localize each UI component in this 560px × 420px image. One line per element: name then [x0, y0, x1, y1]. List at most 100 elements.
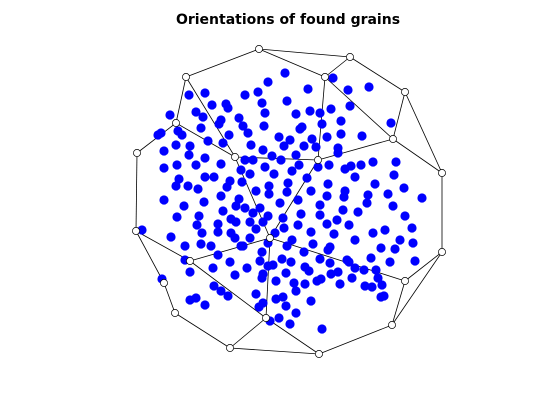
orientation-point-8 [364, 82, 374, 92]
orientation-point-153 [322, 132, 332, 142]
orientation-point-86 [299, 247, 309, 257]
orientation-point-142 [306, 296, 316, 306]
orientation-point-178 [340, 186, 350, 196]
orientation-point-136 [395, 235, 405, 245]
wireframe-edge-28 [189, 260, 267, 319]
orientation-point-115 [203, 136, 213, 146]
orientation-point-210 [216, 191, 226, 201]
wireframe-edge-27 [163, 282, 176, 314]
orientation-point-60 [275, 198, 285, 208]
orientation-point-13 [257, 98, 267, 108]
orientation-point-133 [368, 228, 378, 238]
orientation-point-102 [377, 280, 387, 290]
orientation-point-230 [291, 308, 301, 318]
orientation-point-82 [213, 250, 223, 260]
orientation-point-171 [237, 177, 247, 187]
orientation-point-140 [289, 278, 299, 288]
orientation-point-66 [417, 193, 427, 203]
orientation-point-191 [238, 121, 248, 131]
orientation-point-58 [234, 194, 244, 204]
orientation-point-70 [213, 227, 223, 237]
wireframe-vertex-16 [186, 257, 194, 265]
orientation-point-199 [267, 151, 277, 161]
orientation-point-61 [293, 195, 303, 205]
orientation-point-0 [184, 90, 194, 100]
orientation-point-186 [308, 239, 318, 249]
orientation-point-166 [206, 241, 216, 251]
orientation-point-220 [304, 266, 314, 276]
wireframe-vertex-6 [389, 135, 397, 143]
points-layer [137, 68, 427, 334]
orientation-point-111 [200, 300, 210, 310]
orientation-point-101 [359, 265, 369, 275]
orientation-point-182 [279, 223, 289, 233]
orientation-point-229 [271, 294, 281, 304]
orientation-point-208 [389, 170, 399, 180]
wireframe-edge-5 [175, 76, 187, 124]
orientation-point-152 [291, 109, 301, 119]
wireframe-vertex-12 [266, 234, 274, 242]
orientation-point-63 [338, 205, 348, 215]
orientation-point-31 [159, 163, 169, 173]
orientation-point-77 [350, 235, 360, 245]
orientation-point-231 [285, 319, 295, 329]
orientation-point-14 [282, 96, 292, 106]
orientation-point-141 [281, 301, 291, 311]
orientation-point-97 [281, 268, 291, 278]
orientation-point-196 [156, 128, 166, 138]
orientation-point-54 [399, 183, 409, 193]
orientation-point-106 [278, 292, 288, 302]
orientation-point-112 [254, 302, 264, 312]
orientation-point-131 [353, 207, 363, 217]
orientation-point-189 [315, 108, 325, 118]
wireframe-vertex-13 [438, 248, 446, 256]
orientation-point-149 [221, 99, 231, 109]
orientation-point-226 [209, 281, 219, 291]
orientation-point-221 [325, 258, 335, 268]
wireframe-vertex-14 [160, 279, 168, 287]
orientation-point-222 [350, 263, 360, 273]
orientation-point-62 [315, 200, 325, 210]
orientation-point-35 [240, 155, 250, 165]
orientation-point-204 [324, 160, 334, 170]
orientation-point-179 [344, 220, 354, 230]
orientation-point-147 [373, 273, 383, 283]
orientation-point-212 [248, 208, 258, 218]
orientation-point-69 [192, 220, 202, 230]
orientation-point-202 [299, 141, 309, 151]
orientation-point-107 [291, 286, 301, 296]
orientation-point-157 [246, 140, 256, 150]
wireframe-edge-30 [229, 317, 267, 349]
orientation-point-214 [245, 217, 255, 227]
orientation-point-20 [196, 123, 206, 133]
orientation-point-151 [260, 108, 270, 118]
orientation-point-185 [293, 220, 303, 230]
orientation-point-168 [226, 228, 236, 238]
orientation-point-143 [312, 276, 322, 286]
orientation-point-132 [363, 190, 373, 200]
orientation-point-155 [307, 134, 317, 144]
orientation-point-127 [278, 213, 288, 223]
orientation-point-44 [183, 181, 193, 191]
orientation-point-10 [191, 107, 201, 117]
wireframe-vertex-15 [401, 277, 409, 285]
orientation-point-78 [376, 243, 386, 253]
orientation-point-1 [207, 100, 217, 110]
orientation-point-47 [245, 169, 255, 179]
wireframe-vertex-20 [226, 344, 234, 352]
orientation-point-113 [174, 174, 184, 184]
orientation-point-195 [165, 110, 175, 120]
wireframe-edge-4 [349, 56, 406, 93]
orientation-point-37 [276, 155, 286, 165]
wireframe-vertex-7 [133, 149, 141, 157]
orientation-point-116 [185, 141, 195, 151]
wireframe-edge-32 [318, 324, 393, 355]
orientation-point-187 [315, 254, 325, 264]
orientation-point-36 [258, 145, 268, 155]
orientation-point-81 [196, 239, 206, 249]
orientation-point-91 [410, 256, 420, 266]
orientation-point-234 [300, 279, 310, 289]
orientation-point-184 [282, 241, 292, 251]
vertex-layer [132, 45, 446, 358]
orientation-point-175 [287, 166, 297, 176]
